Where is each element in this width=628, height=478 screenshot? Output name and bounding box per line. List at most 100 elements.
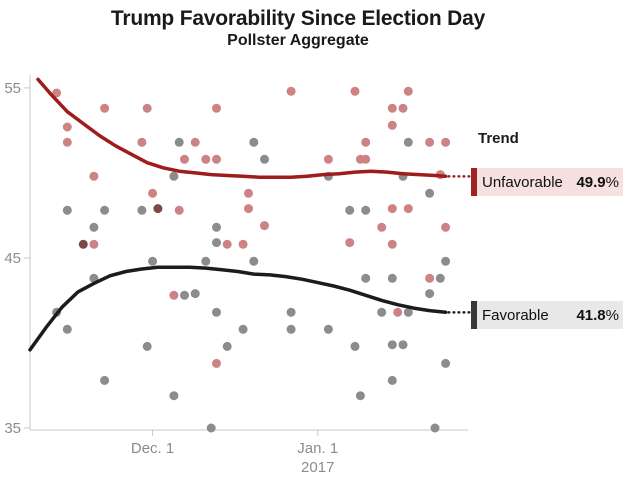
scatter-point-favorable_polls xyxy=(212,238,221,248)
scatter-point-favorable_polls xyxy=(142,341,152,351)
scatter-point-favorable_polls xyxy=(212,222,221,232)
scatter-point-favorable_polls xyxy=(62,324,72,334)
scatter-point-favorable_polls xyxy=(435,273,445,283)
scatter-point-favorable_polls xyxy=(286,307,296,317)
scatter-point-unfavorable_polls xyxy=(425,137,435,147)
scatter-point-unfavorable_polls xyxy=(62,122,72,132)
scatter-point-unfavorable_polls xyxy=(387,204,397,214)
scatter-point-favorable_polls xyxy=(361,273,371,283)
scatter-point-unfavorable_polls xyxy=(100,103,110,113)
scatter-point-unfavorable_polls xyxy=(425,273,435,283)
scatter-point-unfavorable_polls xyxy=(361,137,371,147)
scatter-point-unfavorable_polls xyxy=(62,137,72,147)
scatter-point-favorable_polls xyxy=(425,289,435,299)
scatter-point-favorable_polls xyxy=(62,205,72,215)
scatter-point-favorable_polls xyxy=(260,154,269,164)
scatter-point-unfavorable_polls xyxy=(441,222,451,232)
scatter-point-unfavorable_polls xyxy=(393,307,403,317)
scatter-point-overlap_polls xyxy=(153,204,163,214)
scatter-point-favorable_polls xyxy=(387,340,397,350)
scatter-point-unfavorable_polls xyxy=(387,120,397,130)
scatter-point-unfavorable_polls xyxy=(244,204,253,214)
favorable-callout: Favorable 41.8% xyxy=(471,301,623,329)
scatter-point-unfavorable_polls xyxy=(238,239,248,249)
unfavorable-value: 49.9% xyxy=(576,174,623,191)
scatter-point-unfavorable_polls xyxy=(387,239,397,249)
scatter-point-favorable_polls xyxy=(180,290,189,300)
scatter-point-unfavorable_polls xyxy=(89,171,99,181)
scatter-point-favorable_polls xyxy=(249,256,259,266)
unfavorable-swatch xyxy=(471,168,477,196)
scatter-point-favorable_polls xyxy=(100,375,110,385)
y-tick-label: 35 xyxy=(4,420,21,437)
unfavorable-label: Unfavorable xyxy=(482,173,563,191)
scatter-point-favorable_polls xyxy=(212,307,221,317)
scatter-point-unfavorable_polls xyxy=(174,205,184,215)
scatter-point-unfavorable_polls xyxy=(361,154,371,164)
scatter-point-unfavorable_polls xyxy=(260,221,269,231)
scatter-point-unfavorable_polls xyxy=(398,103,408,113)
x-tick-label: Dec. 1 xyxy=(131,440,174,457)
scatter-point-favorable_polls xyxy=(137,205,147,215)
scatter-point-favorable_polls xyxy=(222,341,232,351)
scatter-point-unfavorable_polls xyxy=(403,86,413,96)
scatter-point-unfavorable_polls xyxy=(89,239,99,249)
scatter-point-unfavorable_polls xyxy=(52,88,62,98)
scatter-point-favorable_polls xyxy=(403,137,413,147)
scatter-point-favorable_polls xyxy=(100,205,110,215)
scatter-point-unfavorable_polls xyxy=(190,137,200,147)
scatter-point-favorable_polls xyxy=(345,205,355,215)
y-tick-label: 45 xyxy=(4,250,21,267)
page-title: Trump Favorability Since Election Day xyxy=(110,7,486,30)
scatter-point-unfavorable_polls xyxy=(212,103,221,113)
unfavorable-value-unit: % xyxy=(605,173,619,191)
trend-line-favorable_trend xyxy=(28,265,448,352)
scatter-point-unfavorable_polls xyxy=(212,154,221,164)
scatter-point-unfavorable_polls xyxy=(244,188,253,198)
scatter-point-favorable_polls xyxy=(355,391,365,401)
scatter-point-favorable_polls xyxy=(350,341,360,351)
scatter-point-unfavorable_polls xyxy=(201,154,211,164)
scatter-point-favorable_polls xyxy=(323,324,333,334)
scatter-point-unfavorable_polls xyxy=(345,238,355,248)
scatter-point-favorable_polls xyxy=(430,423,440,433)
scatter-point-unfavorable_polls xyxy=(387,103,397,113)
scatter-point-favorable_polls xyxy=(441,358,451,368)
scatter-point-favorable_polls xyxy=(387,375,397,385)
scatter-point-overlap_polls xyxy=(78,239,88,249)
unfavorable-callout: Unfavorable 49.9% xyxy=(471,168,623,196)
scatter-point-unfavorable_polls xyxy=(148,188,158,198)
scatter-point-unfavorable_polls xyxy=(222,239,232,249)
scatter-point-favorable_polls xyxy=(249,137,259,147)
legend-header: Trend xyxy=(478,130,519,147)
scatter-point-favorable_polls xyxy=(89,222,99,232)
x-tick-sublabel: 2017 xyxy=(301,459,334,476)
chart-subtitle: Pollster Aggregate xyxy=(227,32,369,49)
trend-line-unfavorable_trend xyxy=(36,77,448,179)
scatter-point-favorable_polls xyxy=(190,289,200,299)
scatter-point-favorable_polls xyxy=(425,188,435,198)
scatter-point-favorable_polls xyxy=(387,273,397,283)
scatter-point-favorable_polls xyxy=(201,256,211,266)
scatter-point-unfavorable_polls xyxy=(350,86,360,96)
scatter-point-favorable_polls xyxy=(403,307,413,317)
scatter-point-unfavorable_polls xyxy=(142,103,152,113)
scatter-point-favorable_polls xyxy=(238,324,248,334)
scatter-point-favorable_polls xyxy=(286,324,296,334)
scatter-point-favorable_polls xyxy=(206,423,216,433)
scatter-point-favorable_polls xyxy=(174,137,184,147)
scatter-point-unfavorable_polls xyxy=(441,137,451,147)
scatter-point-unfavorable_polls xyxy=(403,204,413,214)
scatter-point-unfavorable_polls xyxy=(286,86,296,96)
scatter-point-unfavorable_polls xyxy=(180,154,189,164)
scatter-point-unfavorable_polls xyxy=(169,290,179,300)
x-tick-label: Jan. 1 xyxy=(297,440,338,457)
scatter-point-unfavorable_polls xyxy=(137,137,147,147)
scatter-point-favorable_polls xyxy=(361,205,371,215)
y-tick-label: 55 xyxy=(4,80,21,97)
scatter-point-favorable_polls xyxy=(398,340,408,350)
scatter-point-favorable_polls xyxy=(148,256,158,266)
favorable-label: Favorable xyxy=(482,306,549,324)
